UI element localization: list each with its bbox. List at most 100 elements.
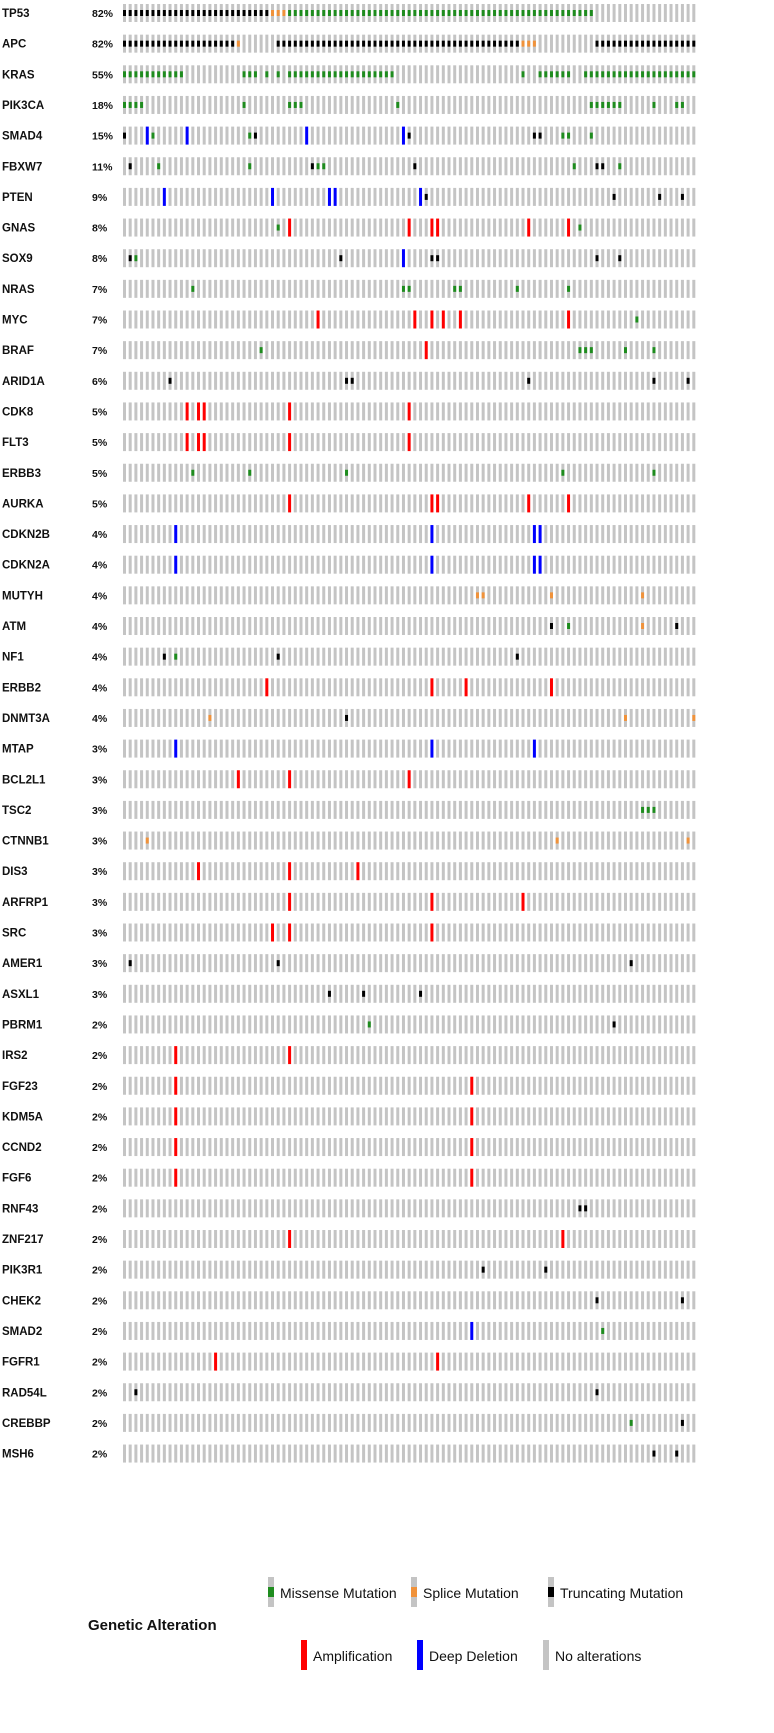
sample-cell (618, 402, 622, 421)
sample-cell (339, 1291, 343, 1310)
cna-cell-amp (430, 494, 434, 513)
sample-cell (623, 1321, 627, 1340)
sample-cell (225, 647, 229, 666)
sample-cell (521, 433, 525, 452)
alteration-frequency: 4% (92, 682, 108, 694)
sample-cell (225, 371, 229, 390)
sample-cell (561, 892, 565, 911)
sample-cell (658, 1138, 662, 1157)
sample-cell (401, 341, 405, 360)
sample-cell (658, 800, 662, 819)
sample-cell (202, 984, 206, 1003)
sample-cell (282, 1260, 286, 1279)
sample-cell (185, 218, 189, 237)
sample-cell (401, 831, 405, 850)
sample-cell (322, 279, 326, 298)
sample-cell (464, 1230, 468, 1248)
sample-cell (282, 218, 286, 237)
sample-cell (179, 187, 183, 206)
sample-cell (362, 157, 366, 176)
gene-label: FBXW7 (2, 161, 42, 173)
sample-cell (424, 1046, 428, 1065)
sample-cell (663, 525, 667, 544)
sample-cell (458, 892, 462, 911)
sample-cell (555, 494, 559, 513)
sample-cell (584, 617, 588, 635)
sample-cell (219, 708, 223, 727)
mutation-mark-truncating (475, 40, 479, 47)
sample-cell (253, 862, 257, 881)
sample-cell (248, 586, 252, 605)
sample-cell (310, 708, 314, 727)
sample-cell (128, 770, 132, 789)
sample-cell (544, 831, 548, 850)
sample-cell (259, 1352, 263, 1371)
sample-cell (293, 494, 297, 513)
sample-cell (310, 892, 314, 911)
sample-cell (510, 1107, 514, 1126)
sample-cell (157, 463, 161, 482)
sample-cell (231, 1321, 235, 1340)
sample-cell (248, 402, 252, 421)
sample-cell (612, 555, 616, 574)
sample-cell (538, 678, 542, 697)
sample-cell (179, 1107, 183, 1126)
sample-cell (498, 1352, 502, 1371)
sample-cell (595, 555, 599, 574)
sample-cell (601, 4, 605, 22)
sample-cell (544, 1107, 548, 1126)
sample-cell (436, 126, 440, 145)
sample-cell (282, 892, 286, 911)
sample-cell (470, 923, 474, 942)
sample-cell (145, 647, 149, 666)
sample-cell (510, 1352, 514, 1371)
sample-cell (436, 371, 440, 390)
sample-cell (589, 187, 593, 206)
sample-cell (424, 647, 428, 666)
sample-cell (623, 555, 627, 574)
sample-cell (134, 1138, 138, 1157)
sample-cell (498, 1107, 502, 1126)
sample-cell (401, 678, 405, 697)
cna-cell-del (430, 739, 434, 758)
sample-cell (475, 1076, 479, 1095)
sample-cell (174, 1230, 178, 1248)
sample-cell (686, 770, 690, 789)
sample-cell (589, 647, 593, 666)
sample-cell (527, 647, 531, 666)
sample-cell (481, 525, 485, 544)
sample-cell (401, 617, 405, 635)
sample-cell (521, 341, 525, 360)
sample-cell (185, 310, 189, 329)
sample-cell (191, 95, 195, 114)
sample-cell (555, 678, 559, 697)
sample-cell (168, 126, 172, 145)
sample-cell (544, 678, 548, 697)
mutation-mark-truncating (515, 653, 519, 660)
sample-cell (635, 678, 639, 697)
sample-cell (441, 402, 445, 421)
sample-cell (225, 279, 229, 298)
mutation-mark-truncating (680, 193, 684, 200)
sample-cell (629, 678, 633, 697)
sample-cell (544, 1138, 548, 1157)
sample-cell (419, 341, 423, 360)
sample-cell (185, 187, 189, 206)
sample-cell (538, 1230, 542, 1248)
sample-cell (453, 1230, 457, 1248)
sample-cell (316, 1138, 320, 1157)
sample-cell (265, 34, 269, 53)
sample-cell (322, 1107, 326, 1126)
mutation-mark-truncating (396, 40, 400, 47)
sample-cell (151, 1352, 155, 1371)
sample-cell (589, 1138, 593, 1157)
sample-cell (464, 1168, 468, 1187)
sample-cell (202, 95, 206, 114)
cna-cell-del (532, 555, 536, 574)
cna-cell-del (271, 187, 275, 206)
sample-cell (174, 984, 178, 1003)
sample-cell (123, 1291, 126, 1310)
sample-cell (458, 800, 462, 819)
sample-cell (641, 862, 645, 881)
sample-cell (390, 433, 394, 452)
